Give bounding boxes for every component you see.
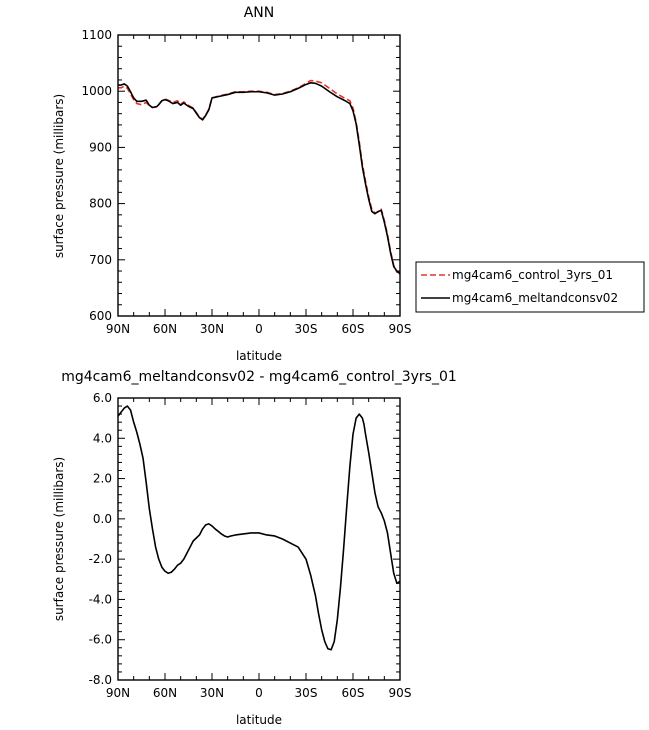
bottom-y-tick-label: 0.0 xyxy=(93,512,112,526)
top-x-tick-label: 30N xyxy=(200,322,224,336)
bottom-y-tick-label: 4.0 xyxy=(93,431,112,445)
top-x-tick-label: 30S xyxy=(295,322,318,336)
bottom-panel: mg4cam6_meltandconsv02 - mg4cam6_control… xyxy=(52,369,457,727)
top-y-tick-label: 700 xyxy=(89,253,112,267)
top-x-axis-title: latitude xyxy=(236,349,282,363)
top-x-tick-label: 60S xyxy=(342,322,365,336)
bottom-y-tick-label: -4.0 xyxy=(89,592,112,606)
top-y-tick-label: 1000 xyxy=(81,84,112,98)
top-x-tick-label: 90N xyxy=(106,322,130,336)
top-x-tick-label: 90S xyxy=(389,322,412,336)
top-y-tick-label: 600 xyxy=(89,309,112,323)
legend-label-melt: mg4cam6_meltandconsv02 xyxy=(452,291,618,305)
bottom-x-tick-label: 90S xyxy=(389,686,412,700)
bottom-ticks: 90N 60N 30N 0 30S 60S 90S -8.0 -6.0 -4.0 -2.0 0.0 2.… xyxy=(89,391,412,700)
bottom-series-lines xyxy=(117,405,401,651)
top-series-line-0 xyxy=(118,79,400,273)
bottom-x-tick-label: 60N xyxy=(153,686,177,700)
bottom-series-line-0 xyxy=(117,405,401,651)
bottom-y-tick-label: -6.0 xyxy=(89,633,112,647)
bottom-x-tick-label: 30N xyxy=(200,686,224,700)
top-x-tick-label: 60N xyxy=(153,322,177,336)
top-y-axis-title: surface pressure (millibars) xyxy=(52,94,66,258)
top-series-line-1 xyxy=(118,81,401,275)
top-chart-title: ANN xyxy=(244,5,275,21)
top-ticks: 90N 60N 30N 0 30S 60S 90S 600 700 800 900 1000 1100 xyxy=(81,28,411,336)
bottom-y-tick-label: -8.0 xyxy=(89,673,112,687)
bottom-y-tick-label: 2.0 xyxy=(93,472,112,486)
legend: mg4cam6_control_3yrs_01 mg4cam6_meltandc… xyxy=(415,261,645,313)
bottom-plot-frame xyxy=(117,397,401,681)
top-x-tick-label: 0 xyxy=(255,322,263,336)
bottom-y-axis-title: surface pressure (millibars) xyxy=(52,457,66,621)
top-y-tick-label: 1100 xyxy=(81,28,112,42)
top-y-tick-label: 900 xyxy=(89,140,112,154)
bottom-x-tick-label: 60S xyxy=(342,686,365,700)
bottom-x-tick-label: 90N xyxy=(106,686,130,700)
top-plot-frame xyxy=(117,34,401,317)
legend-box xyxy=(415,261,645,313)
bottom-x-tick-label: 30S xyxy=(295,686,318,700)
bottom-y-tick-label: -2.0 xyxy=(89,552,112,566)
bottom-x-axis-title: latitude xyxy=(236,713,282,727)
top-series-lines xyxy=(118,79,401,275)
bottom-x-tick-label: 0 xyxy=(255,686,263,700)
top-panel: ANN surface pressure (millibars) latitud… xyxy=(52,5,645,363)
bottom-y-tick-label: 6.0 xyxy=(93,391,112,405)
bottom-chart-title: mg4cam6_meltandconsv02 - mg4cam6_control… xyxy=(61,369,457,385)
top-y-tick-label: 800 xyxy=(89,197,112,211)
legend-label-control: mg4cam6_control_3yrs_01 xyxy=(452,268,613,282)
